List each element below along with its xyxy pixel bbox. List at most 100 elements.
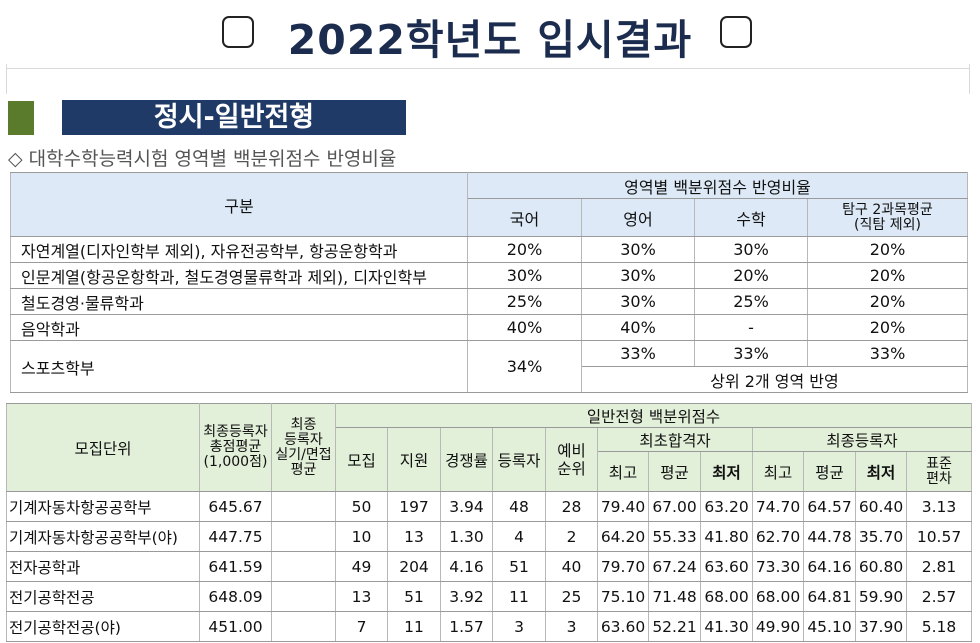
- cell-prac: [271, 581, 336, 612]
- header-first-max: 최고: [597, 451, 649, 492]
- header-unit: 모집단위: [6, 403, 200, 492]
- header-ratio: 경쟁률: [440, 427, 493, 492]
- cell-f-max: 79.70: [597, 551, 649, 582]
- cell-f-avg: 71.48: [648, 581, 701, 612]
- cell-prac: [271, 521, 336, 552]
- cell-std: 5.18: [905, 611, 973, 642]
- cell-ratio: 1.30: [440, 521, 493, 552]
- cell-l-min: 35.70: [855, 521, 907, 552]
- ratio-cell: 20%: [807, 262, 968, 289]
- ratio-cell: 40%: [467, 314, 582, 341]
- header-recruit: 모집: [335, 427, 388, 492]
- cell-f-avg: 67.00: [648, 491, 701, 522]
- cell-ratio: 3.92: [440, 581, 493, 612]
- header-avg-practical: 최종 등록자 실기/면접 평균: [271, 403, 336, 492]
- cell-reserve: 3: [545, 611, 598, 642]
- cell-reg: 3: [492, 611, 546, 642]
- header-first-avg: 평균: [648, 451, 701, 492]
- ratio-cell: 30%: [694, 236, 808, 263]
- header-registered: 등록자: [492, 427, 546, 492]
- cell-unit: 기계자동차항공공학부(야): [6, 521, 200, 552]
- cell-f-min: 63.20: [700, 491, 753, 522]
- cell-f-max: 64.20: [597, 521, 649, 552]
- cell-apply: 204: [387, 551, 441, 582]
- header-first-min: 최저: [700, 451, 753, 492]
- cell-f-max: 63.60: [597, 611, 649, 642]
- cell-total: 447.75: [199, 521, 272, 552]
- cell-unit: 기계자동차항공공학부: [6, 491, 200, 522]
- cell-apply: 197: [387, 491, 441, 522]
- ratio-cell: 25%: [467, 288, 582, 315]
- cell-reg: 11: [492, 581, 546, 612]
- cell-recruit: 50: [335, 491, 388, 522]
- cell-l-min: 60.40: [855, 491, 907, 522]
- ratio-row-label: 철도경영·물류학과: [10, 288, 468, 315]
- cell-std: 10.57: [905, 521, 973, 552]
- cell-total: 641.59: [199, 551, 272, 582]
- cell-prac: [271, 611, 336, 642]
- ratio-header-math: 수학: [694, 198, 808, 237]
- cell-recruit: 7: [335, 611, 388, 642]
- ratio-header-span: 영역별 백분위점수 반영비율: [467, 172, 968, 199]
- ratio-row-label: 음악학과: [10, 314, 468, 341]
- divider-left: [6, 64, 7, 94]
- cell-l-avg: 45.10: [803, 611, 856, 642]
- cell-f-min: 41.30: [700, 611, 753, 642]
- cell-total: 645.67: [199, 491, 272, 522]
- cell-l-avg: 64.16: [803, 551, 856, 582]
- cell-total: 648.09: [199, 581, 272, 612]
- ratio-cell: 33%: [581, 340, 695, 367]
- result-body: 기계자동차항공공학부 645.67 50 197 3.94 48 28 79.40 67.00 6…: [6, 491, 973, 642]
- ratio-cell: 20%: [807, 236, 968, 263]
- cell-l-avg: 64.57: [803, 491, 856, 522]
- cell-l-max: 68.00: [752, 581, 804, 612]
- cell-unit: 전기공학전공: [6, 581, 200, 612]
- cell-reserve: 40: [545, 551, 598, 582]
- cell-f-max: 75.10: [597, 581, 649, 612]
- cell-prac: [271, 551, 336, 582]
- header-std: 표준 편차: [905, 451, 973, 492]
- table-row: 기계자동차항공공학부 645.67 50 197 3.94 48 28 79.40 67.00 6…: [6, 491, 973, 522]
- header-first: 최초합격자: [597, 427, 753, 452]
- cell-l-avg: 64.81: [803, 581, 856, 612]
- cell-apply: 13: [387, 521, 441, 552]
- cell-f-max: 79.40: [597, 491, 649, 522]
- cell-std: 3.13: [905, 491, 973, 522]
- cell-f-min: 41.80: [700, 521, 753, 552]
- cell-total: 451.00: [199, 611, 272, 642]
- cell-recruit: 49: [335, 551, 388, 582]
- ratio-row-label: 인문계열(항공운항학과, 철도경영물류학과 제외), 디자인학부: [10, 262, 468, 289]
- cell-prac: [271, 491, 336, 522]
- ratio-cell: 34%: [467, 340, 582, 393]
- cell-std: 2.81: [905, 551, 973, 582]
- ratio-cell: 33%: [807, 340, 968, 367]
- cell-l-max: 49.90: [752, 611, 804, 642]
- cell-std: 2.57: [905, 581, 973, 612]
- cell-reg: 48: [492, 491, 546, 522]
- table-row: 기계자동차항공공학부(야) 447.75 10 13 1.30 4 2 64.20 55.33 4…: [6, 521, 973, 552]
- title-area: 2022학년도 입시결과: [0, 0, 980, 64]
- divider: [6, 68, 970, 69]
- ratio-cell: 30%: [467, 262, 582, 289]
- cell-ratio: 3.94: [440, 491, 493, 522]
- cell-f-avg: 52.21: [648, 611, 701, 642]
- cell-apply: 11: [387, 611, 441, 642]
- table-row: 전기공학전공(야) 451.00 7 11 1.57 3 3 63.60 52.21 41.30 4…: [6, 611, 973, 642]
- cell-recruit: 10: [335, 521, 388, 552]
- ratio-table: 구분 영역별 백분위점수 반영비율 국어 영어 수학 탐구 2과목평균 (직탐 …: [10, 172, 968, 393]
- ratio-header-korean: 국어: [467, 198, 582, 237]
- cell-l-max: 73.30: [752, 551, 804, 582]
- ratio-header-group: 구분: [10, 172, 468, 237]
- cell-l-min: 60.80: [855, 551, 907, 582]
- cell-recruit: 13: [335, 581, 388, 612]
- cell-l-max: 74.70: [752, 491, 804, 522]
- ratio-cell: 30%: [581, 262, 695, 289]
- ratio-cell: 20%: [467, 236, 582, 263]
- cell-l-min: 59.90: [855, 581, 907, 612]
- table-row: 전기공학전공 648.09 13 51 3.92 11 25 75.10 71.48 68.00 6…: [6, 581, 973, 612]
- ratio-header-english: 영어: [581, 198, 695, 237]
- header-apply: 지원: [387, 427, 441, 492]
- ratio-cell: 30%: [581, 236, 695, 263]
- cell-f-avg: 55.33: [648, 521, 701, 552]
- checkbox-left-icon: [222, 16, 254, 48]
